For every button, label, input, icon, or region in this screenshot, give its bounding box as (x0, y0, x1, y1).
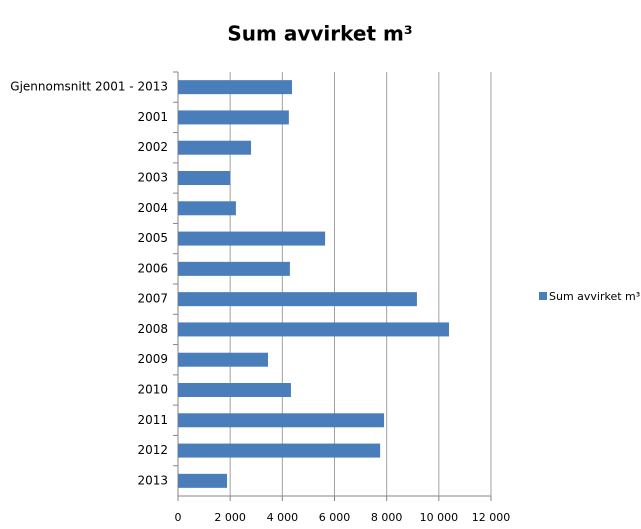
legend-swatch (539, 292, 547, 300)
bar (178, 261, 290, 276)
y-tick-label: 2003 (137, 171, 168, 185)
bar (178, 413, 385, 428)
x-tick-label: 12 000 (472, 511, 511, 524)
y-tick-label: 2005 (137, 231, 168, 245)
y-tick-label: 2008 (137, 322, 168, 336)
y-tick-label: 2011 (137, 413, 168, 427)
y-tick-label: 2006 (137, 261, 168, 275)
y-tick-label: 2002 (137, 140, 168, 154)
y-tick-label: 2013 (137, 473, 168, 487)
bar (178, 383, 291, 397)
bar (178, 231, 326, 246)
bar (178, 80, 292, 95)
y-tick-label: Gjennomsnitt 2001 - 2013 (10, 80, 168, 94)
bar (178, 322, 450, 337)
x-tick-label: 6 000 (319, 511, 351, 524)
bar (178, 473, 228, 488)
bar (178, 292, 417, 307)
bar (178, 171, 231, 185)
x-tick-label: 10 000 (420, 511, 459, 524)
y-tick-label: 2007 (137, 292, 168, 306)
y-tick-label: 2009 (137, 352, 168, 366)
y-tick-label: 2001 (137, 110, 168, 124)
bar (178, 201, 236, 216)
y-tick-label: 2010 (137, 383, 168, 397)
x-tick-label: 2 000 (214, 511, 246, 524)
bar (178, 140, 252, 155)
bar (178, 352, 268, 367)
legend-label: Sum avvirket m³ (549, 290, 640, 303)
bar (178, 443, 381, 458)
chart-title: Sum avvirket m³ (227, 22, 412, 46)
y-tick-label: 2004 (137, 201, 168, 215)
x-tick-label: 8 000 (371, 511, 403, 524)
bar (178, 110, 289, 125)
y-tick-label: 2012 (137, 443, 168, 457)
x-tick-label: 0 (175, 511, 182, 524)
x-tick-label: 4 000 (267, 511, 299, 524)
